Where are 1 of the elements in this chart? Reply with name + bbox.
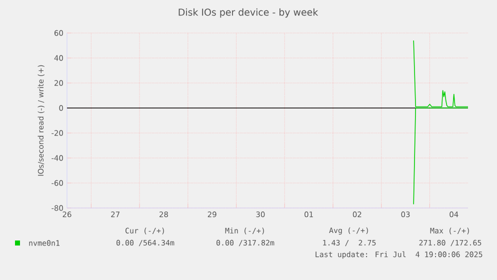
chart-title: Disk IOs per device - by week	[178, 8, 318, 18]
